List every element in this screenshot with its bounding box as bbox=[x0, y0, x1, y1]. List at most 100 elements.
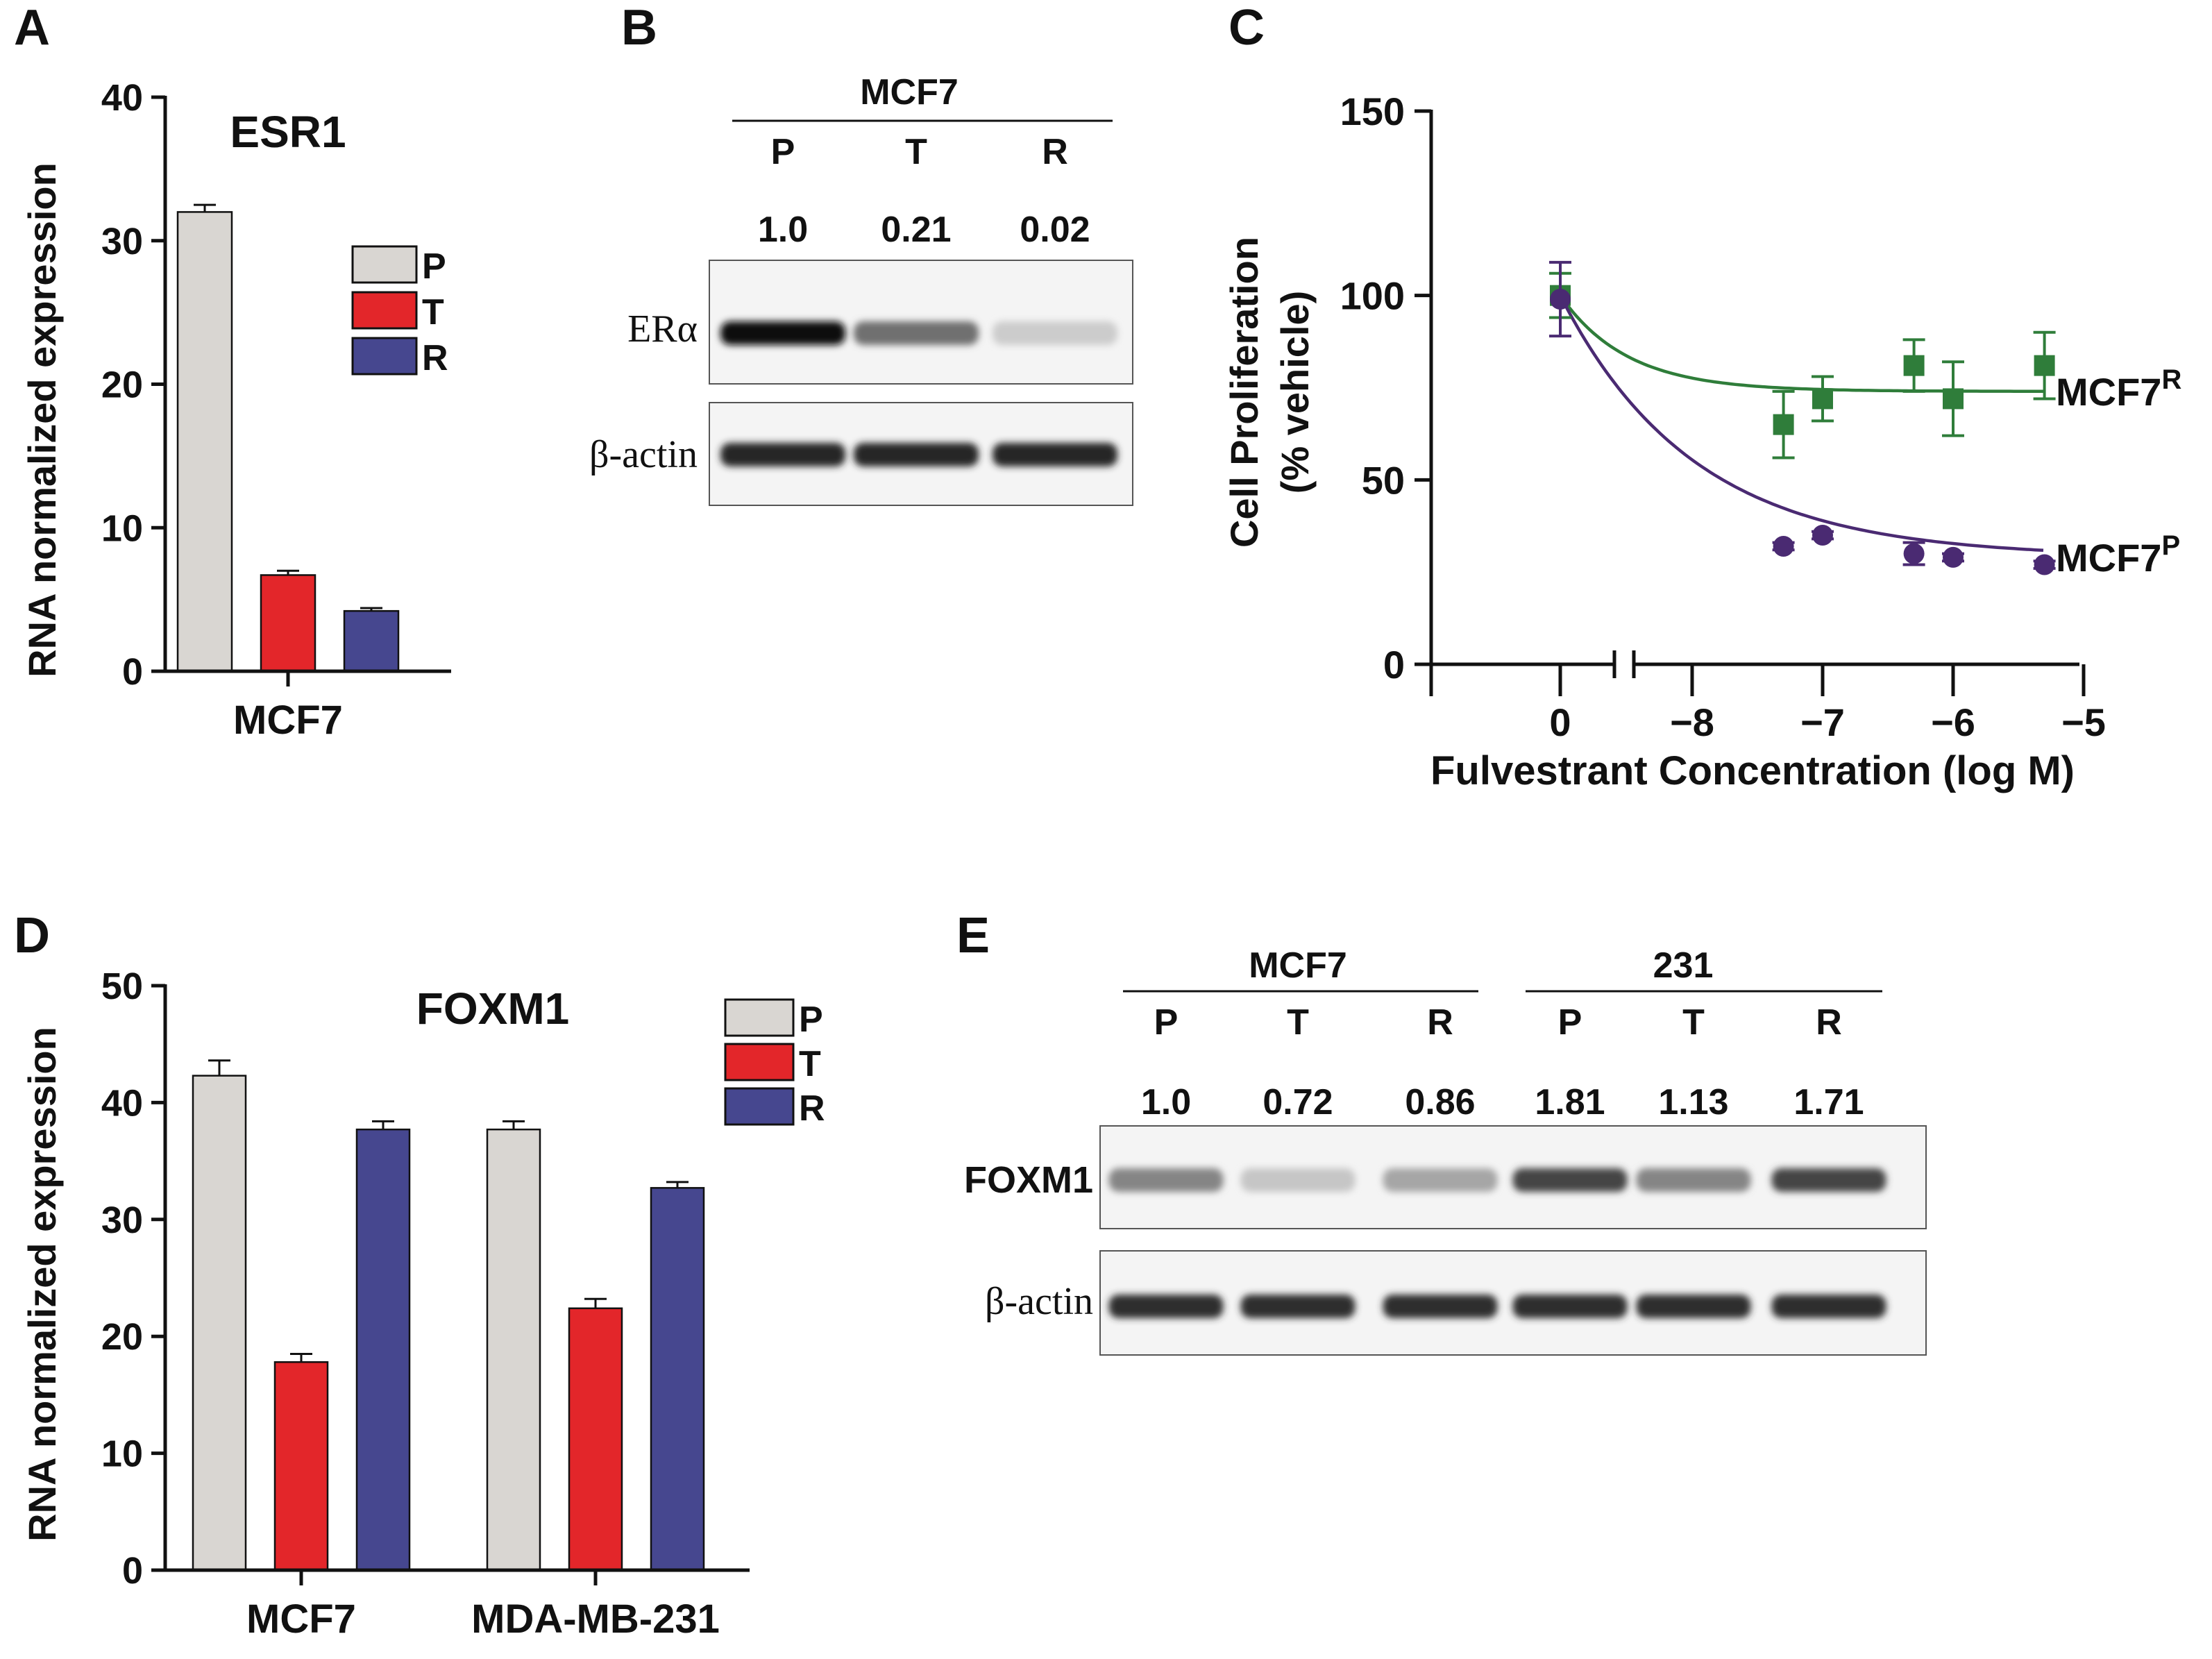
b-band-row0-lane0 bbox=[720, 321, 845, 345]
d-y-tick-label-20: 20 bbox=[101, 1316, 143, 1358]
d-x-tick-label-1: MDA-MB-231 bbox=[471, 1597, 720, 1642]
c-point-MCF7R-4 bbox=[1943, 388, 1964, 410]
d-legend-swatch-R bbox=[724, 1087, 795, 1126]
c-series-label-MCF7R: MCF7R bbox=[2056, 364, 2181, 414]
c-x-tick-label-3: −6 bbox=[1931, 700, 1975, 744]
panel-a-title: ESR1 bbox=[230, 107, 346, 157]
e-quant-value-1: 0.72 bbox=[1263, 1082, 1333, 1122]
d-legend-label-P: P bbox=[799, 1000, 823, 1040]
c-point-MCF7P-2 bbox=[1812, 525, 1833, 546]
panel-a-y-axis-label: RNA normalized expression bbox=[20, 162, 64, 677]
e-band-row0-lane1 bbox=[1240, 1168, 1356, 1192]
c-point-MCF7P-5 bbox=[2034, 554, 2055, 575]
b-band-row0-lane2 bbox=[993, 321, 1117, 345]
b-band-row1-lane1 bbox=[854, 443, 979, 466]
b-band-row1-lane2 bbox=[993, 443, 1117, 466]
panel-c-y-axis-label-line2: (% vehicle) bbox=[1273, 291, 1317, 494]
d-y-tick-label-30: 30 bbox=[101, 1199, 143, 1241]
a-bar-T-MCF7 bbox=[260, 574, 316, 673]
c-series-label-superscript-MCF7R: R bbox=[2161, 364, 2181, 395]
e-quant-value-5: 1.71 bbox=[1793, 1082, 1864, 1122]
c-fit-curve-MCF7R bbox=[1559, 294, 2043, 393]
panel-c-dose-response-chart: Cell Proliferation (% vehicle) Fulvestra… bbox=[1222, 90, 2181, 793]
e-lane-label-2: R bbox=[1427, 1002, 1453, 1043]
d-y-tick-label-10: 10 bbox=[101, 1433, 143, 1475]
d-bar-P-MDA-MB-231 bbox=[486, 1128, 541, 1572]
e-band-row1-lane0 bbox=[1108, 1295, 1224, 1318]
a-x-tick-label-0: MCF7 bbox=[233, 698, 343, 743]
d-legend-swatch-P bbox=[724, 998, 795, 1037]
b-lane-label-2: R bbox=[1042, 132, 1068, 172]
panel-label-d: D bbox=[14, 908, 50, 963]
d-y-tick-label-40: 40 bbox=[101, 1082, 143, 1124]
a-bar-R-MCF7 bbox=[343, 609, 400, 673]
b-quant-value-2: 0.02 bbox=[1020, 210, 1090, 250]
panel-c-y-axis-label-line1: Cell Proliferation bbox=[1222, 237, 1266, 548]
c-y-tick-label-150: 150 bbox=[1340, 90, 1405, 133]
blot-e-row-label-actin: β-actin bbox=[985, 1280, 1093, 1323]
e-lane-label-3: P bbox=[1558, 1002, 1582, 1043]
e-lane-label-4: T bbox=[1682, 1002, 1705, 1043]
c-x-tick-label-4: −5 bbox=[2061, 700, 2106, 744]
e-band-row0-lane2 bbox=[1383, 1168, 1498, 1192]
panel-label-a: A bbox=[14, 0, 50, 56]
c-point-MCF7R-3 bbox=[1903, 355, 1925, 376]
panel-c-x-axis-label: Fulvestrant Concentration (log M) bbox=[1430, 748, 2075, 793]
panel-a-esr1-bar-chart: ESR1 RNA normalized expression 0 10 20 30 40… bbox=[20, 77, 451, 743]
blot-e-group-label-231: 231 bbox=[1653, 945, 1714, 986]
e-band-row1-lane4 bbox=[1636, 1295, 1751, 1318]
panel-d-foxm1-bar-chart: FOXM1 RNA normalized expression 0 10 20 30 4… bbox=[20, 966, 825, 1642]
panel-b-western-blot: MCF7 P T R 1.0 0.21 0.02 ERα β-actin bbox=[589, 72, 1133, 506]
d-y-tick-label-0: 0 bbox=[122, 1550, 143, 1592]
a-legend-swatch-P bbox=[351, 245, 418, 284]
c-point-MCF7P-0 bbox=[1550, 288, 1571, 310]
b-quant-value-0: 1.0 bbox=[758, 210, 808, 250]
d-bar-P-MCF7 bbox=[192, 1075, 247, 1572]
e-lane-label-1: T bbox=[1287, 1002, 1309, 1043]
b-lane-label-1: T bbox=[905, 132, 927, 172]
c-x-tick-label-0: 0 bbox=[1549, 700, 1571, 744]
a-legend-label-P: P bbox=[422, 246, 446, 287]
d-bar-R-MDA-MB-231 bbox=[650, 1187, 705, 1572]
c-y-tick-label-100: 100 bbox=[1340, 274, 1405, 318]
e-lane-label-5: R bbox=[1816, 1002, 1842, 1043]
c-point-MCF7R-2 bbox=[1812, 388, 1833, 410]
c-point-MCF7P-1 bbox=[1773, 535, 1794, 557]
d-x-tick-label-0: MCF7 bbox=[246, 1597, 356, 1642]
d-legend-label-T: T bbox=[799, 1044, 821, 1084]
c-x-tick-label-1: −8 bbox=[1670, 700, 1714, 744]
a-legend-swatch-T bbox=[351, 291, 418, 330]
b-band-row1-lane0 bbox=[720, 443, 845, 466]
d-bar-T-MCF7 bbox=[273, 1361, 329, 1572]
d-y-tick-label-50: 50 bbox=[101, 966, 143, 1007]
c-series-label-superscript-MCF7P: P bbox=[2161, 530, 2180, 561]
blot-b-row-label-era: ERα bbox=[627, 308, 698, 351]
c-point-MCF7R-5 bbox=[2034, 355, 2055, 376]
b-lane-label-0: P bbox=[771, 132, 795, 172]
e-quant-value-0: 1.0 bbox=[1141, 1082, 1191, 1122]
e-quant-value-3: 1.81 bbox=[1535, 1082, 1605, 1122]
blot-b-row-label-actin: β-actin bbox=[589, 433, 698, 476]
c-x-tick-label-2: −7 bbox=[1800, 700, 1845, 744]
c-point-MCF7P-4 bbox=[1943, 546, 1964, 568]
c-point-MCF7R-1 bbox=[1773, 414, 1794, 435]
a-y-tick-label-40: 40 bbox=[101, 77, 143, 119]
a-y-tick-label-20: 20 bbox=[101, 364, 143, 406]
d-legend-swatch-T bbox=[724, 1043, 795, 1081]
d-bar-T-MDA-MB-231 bbox=[568, 1307, 623, 1572]
a-legend-label-R: R bbox=[422, 338, 448, 378]
c-series-label-MCF7P: MCF7P bbox=[2056, 530, 2180, 580]
e-band-row0-lane5 bbox=[1771, 1168, 1886, 1192]
e-band-row1-lane3 bbox=[1512, 1295, 1628, 1318]
blot-e-group-label-mcf7: MCF7 bbox=[1249, 945, 1347, 986]
a-legend-label-T: T bbox=[422, 292, 444, 332]
e-band-row0-lane3 bbox=[1512, 1168, 1628, 1192]
e-quant-value-4: 1.13 bbox=[1658, 1082, 1728, 1122]
blot-b-group-label: MCF7 bbox=[860, 72, 959, 112]
d-legend-label-R: R bbox=[799, 1088, 825, 1129]
e-band-row1-lane1 bbox=[1240, 1295, 1356, 1318]
e-band-row0-lane4 bbox=[1636, 1168, 1751, 1192]
a-legend-swatch-R bbox=[351, 337, 418, 376]
